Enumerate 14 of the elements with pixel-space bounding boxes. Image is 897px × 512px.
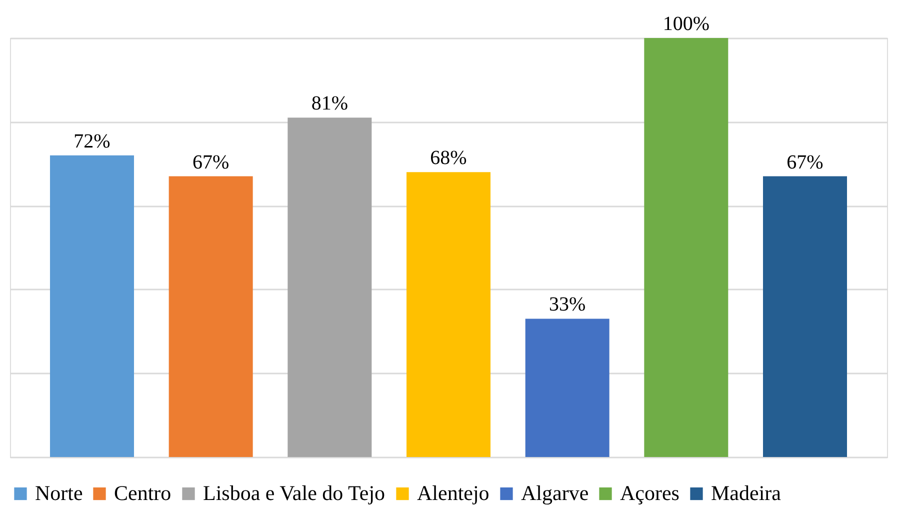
legend-label: Açores [620,480,680,505]
legend-label: Alentejo [417,480,490,505]
legend-label: Norte [35,480,83,505]
data-label: 33% [549,294,586,316]
data-label: 67% [192,151,230,174]
data-label: 100% [662,13,710,35]
data-label: 68% [430,147,467,170]
legend-label: Centro [114,480,172,505]
legend-label: Algarve [521,480,589,505]
data-label: 81% [311,92,348,115]
data-label: 67% [786,151,824,174]
legend-label: Madeira [711,480,782,505]
data-label: 72% [74,130,110,152]
legend-label: Lisboa e Vale do Tejo [203,480,386,505]
